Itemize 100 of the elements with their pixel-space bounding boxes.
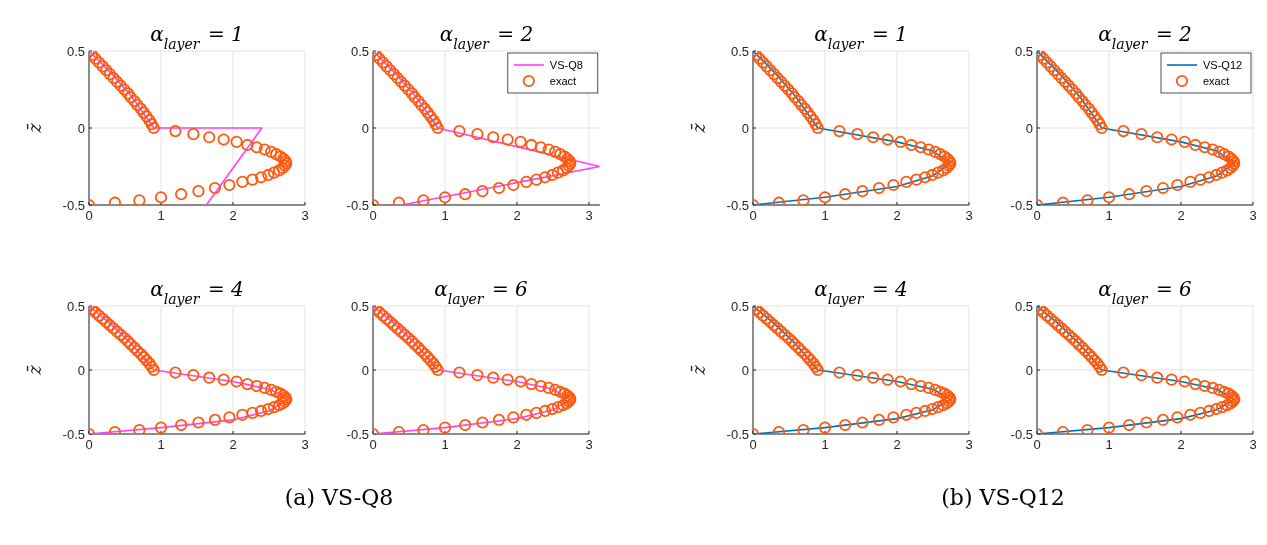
point: [134, 347, 147, 361]
chart-title: α$_{layer}$ = 6: [434, 277, 528, 307]
point: [934, 148, 947, 161]
point: [476, 185, 489, 198]
point: [1220, 399, 1234, 412]
point: [785, 87, 798, 100]
y-tick-label: 0.5: [1014, 44, 1033, 59]
y-tick-label: 0: [361, 363, 369, 378]
point: [1072, 91, 1085, 104]
x-tick-label: 1: [157, 437, 165, 452]
point: [767, 68, 780, 81]
point: [217, 133, 230, 146]
point: [551, 401, 565, 414]
chart-title: α$_{layer}$ = 1: [150, 22, 244, 52]
point: [542, 381, 555, 395]
point: [1135, 369, 1148, 382]
point: [121, 87, 134, 100]
point: [412, 94, 425, 108]
point: [797, 424, 810, 434]
point: [914, 141, 927, 154]
point: [1210, 168, 1223, 182]
point: [926, 402, 939, 416]
point: [1037, 52, 1050, 65]
point: [175, 188, 188, 201]
point: [1085, 106, 1098, 119]
y-tick-label: 0.5: [66, 299, 85, 314]
point: [534, 141, 547, 154]
point: [881, 133, 894, 146]
point: [929, 383, 942, 396]
point: [931, 401, 945, 414]
point: [881, 373, 894, 386]
point: [230, 375, 243, 388]
point: [1156, 181, 1170, 195]
point: [811, 363, 824, 377]
point: [1079, 98, 1092, 111]
point: [487, 131, 500, 144]
point: [525, 138, 538, 152]
point: [867, 371, 880, 384]
point: [250, 379, 263, 393]
point: [922, 381, 935, 395]
point: [507, 178, 520, 192]
point: [417, 194, 430, 205]
point: [1206, 143, 1219, 156]
point: [1215, 166, 1229, 179]
point: [764, 315, 777, 329]
point: [1051, 68, 1064, 81]
point: [1165, 133, 1178, 146]
point: [520, 408, 533, 421]
point: [1178, 135, 1191, 148]
point: [1069, 87, 1082, 100]
point: [241, 138, 254, 152]
point: [124, 91, 137, 104]
point: [936, 164, 950, 177]
point: [538, 404, 552, 418]
y-tick-label: 0: [741, 363, 749, 378]
point: [1066, 331, 1079, 345]
point: [143, 114, 156, 127]
x-tick-label: 3: [585, 437, 593, 452]
point: [756, 309, 770, 322]
y-tick-label: 0.5: [730, 44, 749, 59]
point: [380, 60, 393, 73]
point: [926, 168, 939, 182]
point: [208, 413, 222, 427]
point: [1093, 118, 1106, 131]
point: [1151, 371, 1164, 384]
point: [427, 114, 440, 127]
point: [133, 424, 146, 434]
point: [272, 399, 286, 412]
point: [250, 141, 263, 154]
point: [501, 373, 514, 386]
point: [1082, 347, 1095, 361]
point: [1220, 164, 1234, 177]
point: [551, 166, 565, 179]
x-tick-label: 3: [965, 208, 973, 223]
point: [914, 379, 927, 393]
point: [918, 171, 932, 184]
point: [507, 411, 520, 424]
point: [453, 124, 466, 138]
point: [778, 79, 791, 92]
x-tick-label: 2: [893, 208, 901, 223]
y-axis-title: z̄: [24, 364, 45, 376]
point: [872, 181, 886, 195]
point: [753, 306, 766, 319]
point: [107, 322, 120, 335]
point: [833, 124, 846, 138]
point: [376, 309, 390, 322]
point: [1066, 83, 1079, 96]
point: [760, 60, 773, 73]
point: [89, 52, 102, 65]
point: [1213, 383, 1226, 396]
point: [258, 143, 271, 156]
point: [147, 121, 160, 135]
point: [134, 102, 147, 115]
point: [169, 366, 182, 379]
y-tick-label: -0.5: [1010, 198, 1033, 213]
point: [934, 385, 947, 398]
point: [1140, 185, 1153, 198]
chart-title: α$_{layer}$ = 2: [1098, 22, 1192, 52]
x-tick-label: 1: [441, 437, 449, 452]
point: [851, 369, 864, 382]
